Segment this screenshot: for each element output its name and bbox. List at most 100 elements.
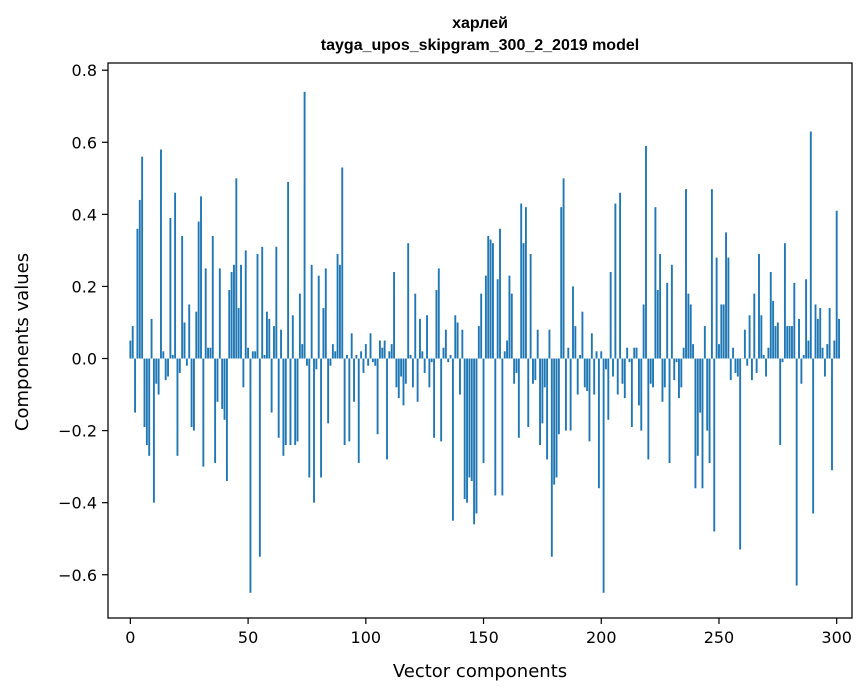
bar-300 [835,210,838,359]
bar-218 [642,304,645,359]
bar-24 [185,358,188,366]
bar-151 [484,275,487,359]
bar-179 [550,358,553,557]
bar-110 [388,351,391,359]
bar-216 [637,358,640,406]
bar-90 [341,167,344,359]
bar-66 [284,358,287,446]
bar-95 [353,358,355,402]
bar-162 [510,293,513,359]
bar-301 [838,318,840,359]
bar-230 [670,264,673,359]
bar-270 [765,358,767,377]
y-tick-label-1: −0.4 [58,494,97,513]
bar-14 [162,351,165,359]
bar-142 [463,358,466,500]
bar-47 [240,264,242,359]
bar-36 [214,358,217,464]
bar-117 [404,358,407,384]
bar-208 [619,192,622,359]
bar-169 [527,358,530,427]
bar-228 [666,282,669,359]
bar-146 [473,358,476,525]
bar-171 [532,358,534,384]
x-tick-label-200: 200 [586,628,617,647]
bar-2 [134,358,137,413]
bar-144 [468,358,471,478]
bar-16 [167,358,169,377]
bar-267 [758,254,760,359]
bar-71 [296,358,299,442]
bar-93 [348,358,351,442]
bar-287 [805,279,808,359]
bar-58 [265,311,268,359]
x-tick-label-300: 300 [821,628,852,647]
bar-195 [588,358,591,442]
bar-23 [183,322,186,359]
bar-140 [459,358,461,395]
bar-29 [197,221,200,359]
bar-161 [508,275,511,359]
bar-35 [211,235,214,359]
bar-85 [329,358,332,366]
bar-126 [426,315,428,359]
bar-259 [739,358,742,550]
bar-109 [386,358,388,460]
bar-68 [289,358,292,446]
x-tick-label-0: 0 [125,628,135,647]
bar-203 [607,358,610,420]
bar-168 [524,207,527,359]
bar-197 [593,358,596,395]
bar-217 [640,358,643,431]
bar-274 [774,326,777,359]
bar-60 [270,358,273,413]
bar-119 [409,354,412,359]
bar-222 [652,358,654,388]
bar-283 [795,358,798,586]
bar-86 [331,344,334,359]
bar-20 [176,358,179,456]
bar-61 [273,326,275,359]
bar-137 [451,358,454,521]
bar-46 [237,308,240,359]
bar-242 [699,358,702,413]
bar-225 [659,254,662,359]
bar-181 [555,358,558,478]
bar-193 [583,358,586,388]
bar-196 [590,333,593,359]
bar-191 [579,354,581,359]
bar-21 [178,358,181,373]
bar-185 [564,358,567,431]
bar-103 [371,358,374,363]
bar-92 [346,354,348,359]
bar-180 [553,358,556,485]
bar-37 [216,358,219,402]
bar-11 [155,358,158,384]
bar-89 [338,264,341,359]
bar-113 [395,358,398,388]
bar-227 [663,358,666,388]
bar-219 [645,145,647,359]
bar-15 [164,358,167,381]
bar-147 [475,358,478,514]
bar-243 [701,358,704,489]
bar-40 [223,358,226,420]
bar-262 [746,358,749,366]
bar-247 [710,189,713,359]
bar-239 [692,344,695,359]
bar-150 [482,358,485,464]
bar-188 [572,286,574,359]
bar-229 [668,358,671,464]
bar-286 [802,354,805,359]
bar-30 [200,196,202,359]
bar-192 [581,311,584,359]
bar-99 [362,358,365,373]
bar-165 [517,358,520,438]
bar-51 [249,358,252,593]
bar-156 [496,279,499,359]
bar-265 [753,293,756,359]
bar-232 [675,358,678,363]
bar-59 [268,318,271,359]
